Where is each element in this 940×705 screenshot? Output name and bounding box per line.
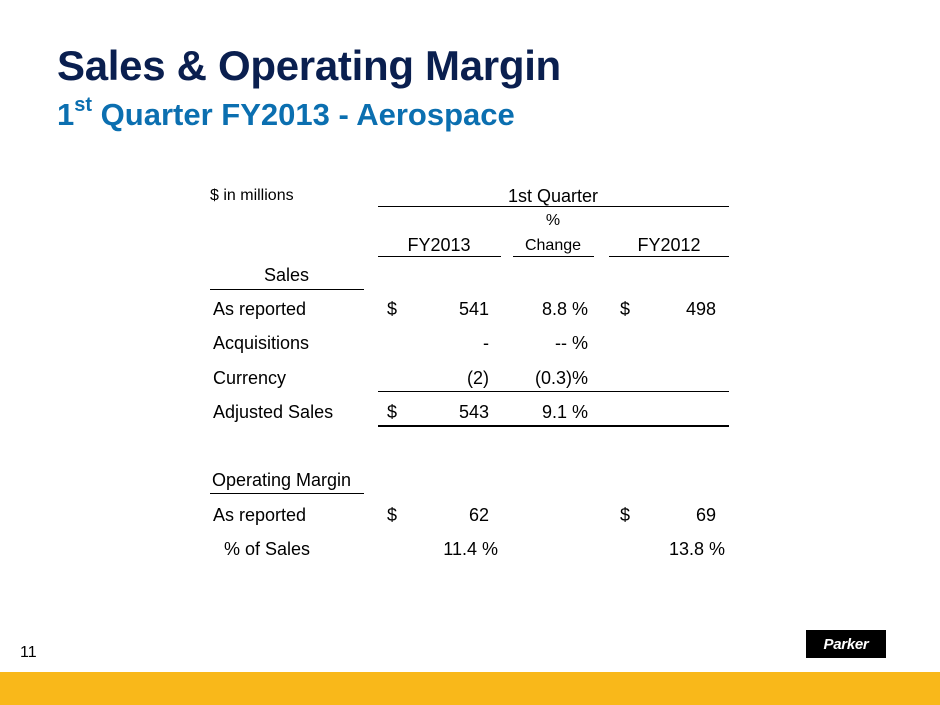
logo-text: Parker	[823, 635, 869, 653]
row-label: As reported	[213, 299, 307, 319]
period-header: 1st Quarter	[507, 186, 599, 206]
sales-section-header: Sales	[263, 265, 310, 285]
margin-section-header: Operating Margin	[212, 470, 352, 490]
fy2012-value: 69	[695, 505, 716, 525]
dollar-sign: $	[620, 299, 631, 319]
parker-logo: Parker	[806, 630, 886, 658]
margin-header-rule	[210, 493, 364, 494]
row-label: Currency	[213, 368, 287, 388]
dollar-sign: $	[387, 505, 398, 525]
fy2013-value: 62	[468, 505, 489, 525]
subtitle-superscript: st	[74, 94, 93, 116]
dollar-sign: $	[387, 402, 398, 422]
fy2012-header-rule	[609, 256, 729, 257]
change-value: (0.3)%	[534, 368, 588, 388]
subtotal-rule	[378, 391, 729, 392]
fy2013-header: FY2013	[407, 235, 471, 255]
change-value: 8.8 %	[541, 299, 588, 319]
fy2013-header-rule	[378, 256, 501, 257]
change-header-line2: Change	[524, 237, 582, 254]
subtitle-rest: Quarter FY2013 - Aerospace	[92, 97, 515, 132]
fy2013-value: -	[483, 333, 489, 353]
fy2013-value: 11.4 %	[443, 539, 498, 559]
change-value: -- %	[555, 333, 588, 353]
subtitle-prefix: 1	[57, 97, 75, 132]
sales-header-rule	[210, 289, 364, 290]
fy2012-value: 498	[685, 299, 716, 319]
row-label: As reported	[213, 505, 307, 525]
fy2013-value: (2)	[467, 368, 489, 388]
period-header-rule	[378, 206, 729, 207]
row-label: Adjusted Sales	[213, 402, 334, 422]
fy2013-value: 543	[458, 402, 489, 422]
fy2013-value: 541	[458, 299, 489, 319]
footer-bar	[0, 672, 940, 705]
fy2012-value: 13.8 %	[668, 539, 725, 559]
row-label: % of Sales	[224, 539, 311, 559]
change-header-rule	[513, 256, 594, 257]
page-number: 11	[20, 644, 37, 661]
units-label: $ in millions	[210, 187, 294, 204]
dollar-sign: $	[387, 299, 398, 319]
total-rule	[378, 425, 729, 427]
row-label: Acquisitions	[213, 333, 310, 353]
change-header-line1: %	[545, 212, 561, 229]
dollar-sign: $	[620, 505, 631, 525]
slide-title: Sales & Operating Margin	[57, 42, 561, 89]
slide-subtitle: 1st Quarter FY2013 - Aerospace	[57, 94, 515, 133]
change-value: 9.1 %	[541, 402, 588, 422]
fy2012-header: FY2012	[637, 235, 701, 255]
